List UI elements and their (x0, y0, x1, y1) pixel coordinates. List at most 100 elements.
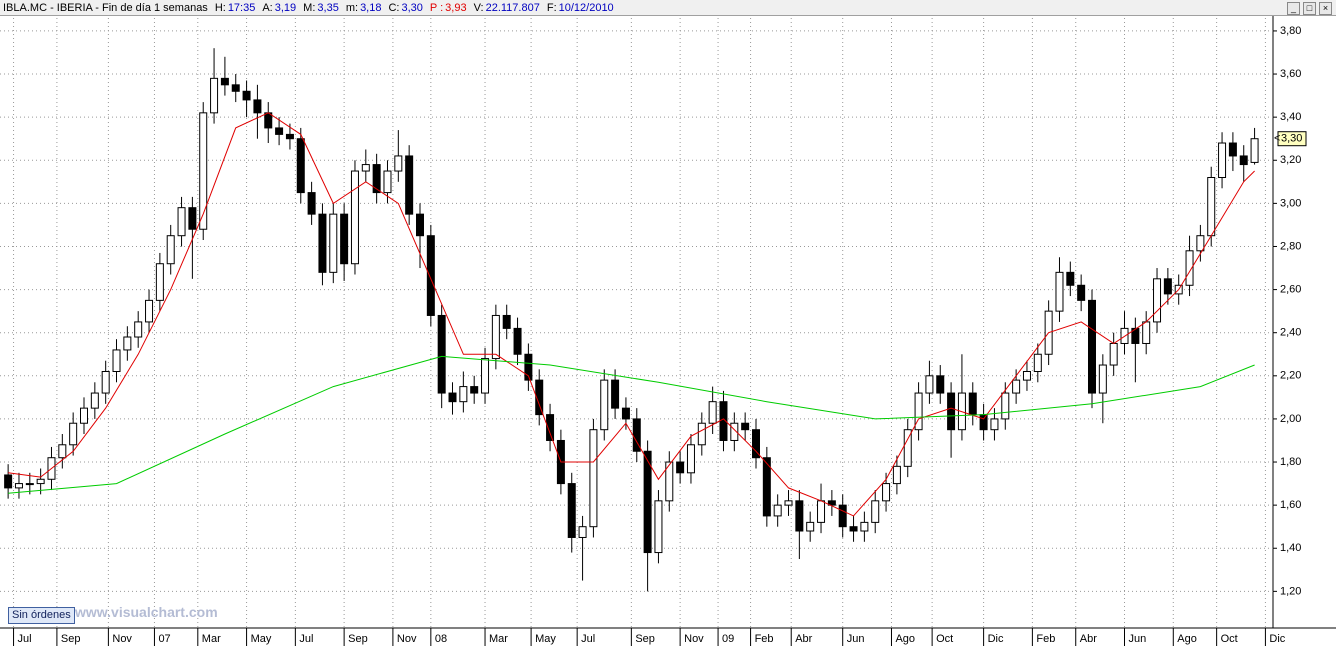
candle-body (589, 429, 598, 528)
x-tick-label: Jul (581, 633, 595, 645)
candle-body (762, 457, 771, 517)
header-value: 17:35 (227, 2, 256, 14)
candle-body (285, 133, 294, 140)
candle-body (426, 235, 435, 316)
candle-body (101, 370, 110, 394)
y-tick-label: 3,60 (1280, 68, 1301, 80)
y-tick-label: 1,60 (1280, 499, 1301, 511)
candle-body (253, 99, 262, 114)
candle-body (231, 84, 240, 92)
y-tick-label: 2,00 (1280, 413, 1301, 425)
candle-body (112, 349, 121, 372)
candle-body (1109, 342, 1118, 366)
candle-body (145, 299, 154, 323)
header-bar: IBLA.MC - IBERIA - Fin de día 1 semanas H… (0, 0, 1336, 16)
candle-body (795, 500, 804, 532)
candle-body (437, 314, 446, 394)
candle-body (155, 263, 164, 301)
x-tick-label: Nov (684, 633, 704, 645)
candle-body (415, 213, 424, 237)
moving-average (8, 112, 1255, 517)
candle-body (654, 500, 663, 554)
candle-body (90, 392, 99, 409)
candle-body (741, 422, 750, 431)
candle-body (481, 358, 490, 394)
candle-body (1022, 370, 1031, 381)
candle-body (860, 521, 869, 532)
candle-body (947, 392, 956, 431)
x-tick-label: Feb (1036, 633, 1055, 645)
candle-body (394, 155, 403, 172)
candle-body (1055, 271, 1064, 312)
candle-body (903, 429, 912, 467)
watermark: www.visualchart.com (75, 604, 218, 620)
maximize[interactable]: □ (1303, 2, 1316, 15)
candle-body (892, 465, 901, 485)
y-tick-label: 3,40 (1280, 111, 1301, 123)
candle-body (210, 77, 219, 114)
candle-body (849, 526, 858, 532)
close[interactable]: × (1319, 2, 1332, 15)
x-tick-label: Jul (299, 633, 313, 645)
candle-body (350, 170, 359, 265)
orders-button[interactable]: Sin órdenes (8, 607, 75, 624)
x-tick-label: Oct (936, 633, 953, 645)
header-label: A: (262, 2, 273, 14)
window-controls: _ □ × (1287, 2, 1332, 15)
candle-body (296, 138, 305, 194)
candle-body (990, 418, 999, 431)
candle-body (188, 207, 197, 230)
header-label: C: (388, 2, 400, 14)
candle-body (578, 526, 587, 538)
x-tick-label: Abr (795, 633, 812, 645)
candle-body (1142, 321, 1151, 344)
y-tick-label: 3,20 (1280, 154, 1301, 166)
candle-body (318, 213, 327, 273)
candle-body (1196, 235, 1205, 252)
candle-body (1012, 379, 1021, 394)
candle-body (25, 483, 34, 486)
x-tick-label: 07 (158, 633, 170, 645)
x-tick-label: Ago (1177, 633, 1197, 645)
plot-area (0, 16, 1273, 628)
header-label: H: (214, 2, 226, 14)
candle-body (58, 444, 67, 459)
y-tick-label: 2,20 (1280, 370, 1301, 382)
candle-body (1207, 177, 1216, 237)
candle-body (1001, 392, 1010, 420)
candle-body (817, 500, 826, 523)
candle-body (372, 164, 381, 194)
header-value: 3,35 (317, 2, 339, 14)
x-tick-label: Mar (202, 633, 221, 645)
x-tick-label: Ago (895, 633, 915, 645)
candle-body (340, 213, 349, 265)
candle-body (643, 450, 652, 554)
candle-body (621, 407, 630, 420)
candle-body (123, 336, 132, 351)
candle-body (827, 500, 836, 506)
x-tick-label: Jun (1129, 633, 1147, 645)
candle-body (1153, 278, 1162, 323)
candle-body (1131, 327, 1140, 344)
minimize[interactable]: _ (1287, 2, 1300, 15)
header-label: V: (473, 2, 484, 14)
candle-body (708, 401, 717, 424)
x-tick-label: Nov (112, 633, 132, 645)
candle-body (4, 474, 13, 489)
candle-body (134, 321, 143, 338)
candle-body (686, 444, 695, 474)
y-tick-label: 3,00 (1280, 197, 1301, 209)
candle-body (838, 504, 847, 528)
candle-body (968, 392, 977, 416)
candle-body (524, 353, 533, 381)
candle-body (871, 500, 880, 523)
header-value: 3,30 (401, 2, 423, 14)
candle-body (979, 414, 988, 431)
candle-body (307, 192, 316, 215)
candle-body (14, 483, 23, 489)
candle-body (79, 407, 88, 424)
candle-body (405, 155, 414, 215)
y-tick-label: 1,20 (1280, 585, 1301, 597)
candle-body (199, 112, 208, 230)
